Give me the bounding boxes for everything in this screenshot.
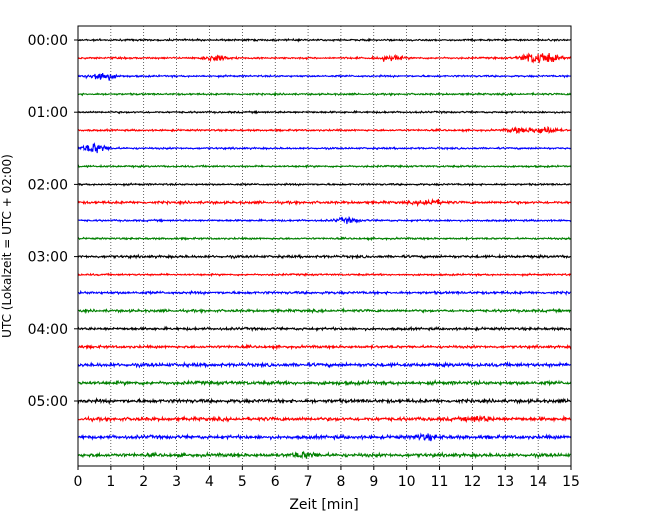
plot-frame bbox=[77, 25, 572, 467]
trace-0430 bbox=[77, 360, 572, 369]
trace-0545 bbox=[77, 450, 572, 460]
y-axis: 00:00 01:00 02:00 03:00 04:00 05:00 bbox=[28, 33, 78, 410]
x-tick-label: 8 bbox=[336, 474, 345, 490]
x-tick-label: 10 bbox=[398, 474, 416, 490]
x-tick-label: 5 bbox=[238, 474, 247, 490]
y-tick-label: 03:00 bbox=[28, 250, 68, 266]
trace-0330 bbox=[77, 289, 572, 297]
trace-layer bbox=[77, 37, 572, 460]
x-tick-label: 12 bbox=[463, 474, 481, 490]
trace-0400 bbox=[77, 325, 572, 332]
trace-0300 bbox=[77, 253, 572, 260]
trace-0000 bbox=[77, 37, 572, 43]
y-tick-label: 04:00 bbox=[28, 322, 68, 338]
x-tick-label: 6 bbox=[271, 474, 280, 490]
trace-0345 bbox=[77, 307, 572, 315]
trace-0130 bbox=[77, 142, 572, 154]
trace-0215 bbox=[77, 197, 572, 208]
trace-0245 bbox=[77, 236, 572, 242]
x-axis-label: Zeit [min] bbox=[289, 497, 358, 513]
x-axis: 0 1 2 3 4 5 6 7 8 9 10 11 12 13 14 15 bbox=[74, 466, 580, 490]
x-tick-label: 13 bbox=[496, 474, 514, 490]
trace-0145 bbox=[77, 163, 572, 169]
trace-0030 bbox=[77, 73, 572, 81]
x-tick-label: 14 bbox=[529, 474, 547, 490]
x-tick-label: 3 bbox=[172, 474, 181, 490]
trace-0015 bbox=[77, 52, 572, 64]
y-tick-label: 00:00 bbox=[28, 33, 68, 49]
trace-0315 bbox=[77, 272, 572, 278]
grid-layer bbox=[110, 26, 539, 466]
x-tick-label: 11 bbox=[431, 474, 449, 490]
y-tick-label: 01:00 bbox=[28, 105, 68, 121]
y-tick-label: 02:00 bbox=[28, 177, 68, 193]
y-axis-label: UTC (Lokalzeit = UTC + 02:00) bbox=[0, 154, 14, 338]
x-tick-label: 2 bbox=[139, 474, 148, 490]
x-tick-label: 9 bbox=[369, 474, 378, 490]
x-tick-label: 0 bbox=[74, 474, 83, 490]
trace-0530 bbox=[77, 432, 572, 442]
x-tick-label: 4 bbox=[205, 474, 214, 490]
trace-0200 bbox=[77, 182, 572, 188]
trace-0100 bbox=[77, 109, 572, 115]
trace-0230 bbox=[77, 215, 572, 225]
trace-0500 bbox=[77, 397, 572, 406]
x-tick-label: 7 bbox=[304, 474, 313, 490]
trace-0415 bbox=[77, 343, 572, 351]
trace-0115 bbox=[77, 125, 572, 135]
trace-0445 bbox=[77, 378, 572, 387]
x-tick-label: 15 bbox=[562, 474, 580, 490]
x-tick-label: 1 bbox=[106, 474, 115, 490]
trace-0515 bbox=[77, 414, 572, 424]
y-tick-label: 05:00 bbox=[28, 394, 68, 410]
trace-0045 bbox=[77, 90, 572, 97]
